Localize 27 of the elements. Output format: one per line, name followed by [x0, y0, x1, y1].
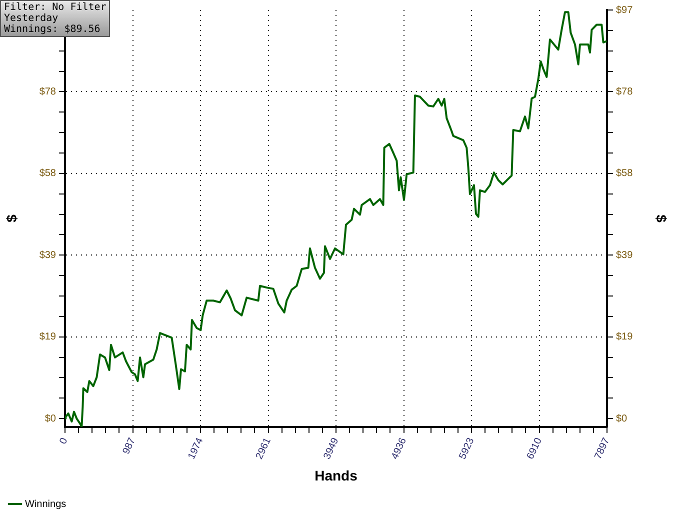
- y-tick-label: $19: [39, 332, 56, 343]
- annotation: Filter: No Filter: [4, 2, 106, 13]
- annotation: Winnings: $89.56: [4, 24, 102, 35]
- x-tick-label: 1974: [186, 436, 206, 462]
- x-tick-label: 3949: [322, 436, 342, 462]
- y2-tick-label: $58: [616, 168, 634, 180]
- y2-tick-label: $0: [616, 413, 628, 424]
- y2-tick-label: $97: [616, 4, 634, 16]
- y-tick-label: $78: [39, 86, 56, 98]
- y-tick-label: $58: [39, 168, 56, 180]
- y2-tick-label: $19: [616, 332, 634, 343]
- y-axis-title: $: [3, 214, 20, 222]
- x-tick-label: 6910: [525, 436, 545, 462]
- x-tick-label: 7897: [592, 436, 612, 462]
- y2-tick-label: $39: [616, 250, 634, 261]
- y-tick-label: $39: [39, 250, 56, 261]
- x-tick-label: 0: [58, 436, 70, 446]
- x-tick-label: 4936: [390, 436, 410, 462]
- x-tick-label: 5923: [457, 436, 477, 462]
- legend-label: Winnings: [25, 498, 66, 510]
- x-tick-label: 987: [120, 436, 138, 456]
- text: Yesterday: [4, 13, 60, 24]
- x-tick-label: 2961: [254, 436, 274, 462]
- y2-tick-label: $78: [616, 86, 634, 98]
- y2-axis-title: $: [654, 214, 670, 223]
- x-axis-title: Hands: [314, 467, 358, 484]
- y-tick-label: $0: [44, 413, 56, 424]
